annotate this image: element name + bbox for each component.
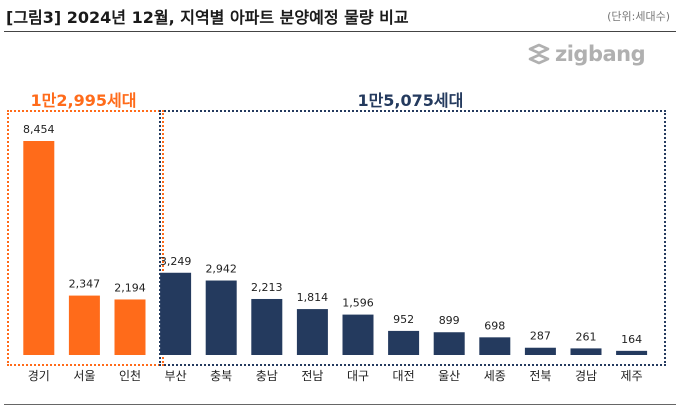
category-tick-label: 울산 — [438, 369, 460, 383]
category-tick-label: 전북 — [529, 369, 551, 383]
group-total-metro: 1만2,995세대 — [30, 91, 137, 110]
unit-note: (단위:세대수) — [607, 10, 670, 23]
bar-충북 — [205, 280, 237, 355]
category-tick-label: 경기 — [28, 369, 50, 383]
category-tick-label: 제주 — [621, 369, 643, 383]
title-divider — [4, 31, 676, 32]
value-label: 698 — [484, 319, 505, 332]
bar-대구 — [342, 314, 374, 355]
value-label: 1,596 — [342, 297, 374, 310]
category-tick-label: 세종 — [484, 369, 506, 383]
value-label: 2,942 — [205, 263, 237, 276]
chart-title: [그림3] 2024년 12월, 지역별 아파트 분양예정 물량 비교 — [6, 8, 409, 27]
bar-서울 — [68, 295, 100, 355]
bar-인천 — [114, 299, 146, 355]
value-label: 287 — [530, 330, 551, 343]
value-label: 261 — [576, 330, 597, 343]
group-box-regional — [158, 110, 666, 366]
bar-제주 — [616, 350, 648, 355]
category-tick-label: 대구 — [347, 369, 369, 383]
category-tick-label: 부산 — [165, 369, 187, 383]
category-tick-label: 전남 — [301, 369, 323, 383]
zigbang-logo-icon — [528, 43, 550, 65]
bar-경남 — [570, 348, 602, 355]
group-box-metro — [7, 110, 164, 366]
category-tick-label: 경남 — [575, 369, 597, 383]
bottom-divider — [4, 404, 676, 405]
category-tick-label: 충남 — [256, 369, 278, 383]
value-label: 2,194 — [114, 281, 146, 294]
bar-전북 — [524, 347, 556, 355]
value-label: 2,347 — [69, 278, 101, 291]
bar-경기 — [23, 141, 55, 355]
value-label: 1,814 — [297, 291, 329, 304]
value-label: 2,213 — [251, 281, 283, 294]
group-total-regional: 1만5,075세대 — [357, 91, 464, 110]
value-label: 164 — [621, 333, 642, 346]
bar-전남 — [296, 309, 328, 355]
category-tick-label: 서울 — [73, 369, 95, 383]
logo-wordmark: zigbang — [555, 42, 646, 66]
category-tick-label: 대전 — [393, 369, 415, 383]
bar-울산 — [433, 332, 465, 355]
value-label: 952 — [393, 313, 414, 326]
category-tick-label: 인천 — [119, 368, 141, 383]
bar-세종 — [479, 337, 511, 355]
value-label: 899 — [439, 314, 460, 327]
bar-부산 — [160, 272, 192, 355]
zigbang-logo: zigbang — [527, 42, 646, 66]
value-label: 3,249 — [160, 255, 192, 268]
bar-충남 — [251, 298, 283, 355]
value-label: 8,454 — [23, 123, 55, 136]
bar-대전 — [388, 330, 420, 355]
category-tick-label: 충북 — [210, 369, 232, 383]
